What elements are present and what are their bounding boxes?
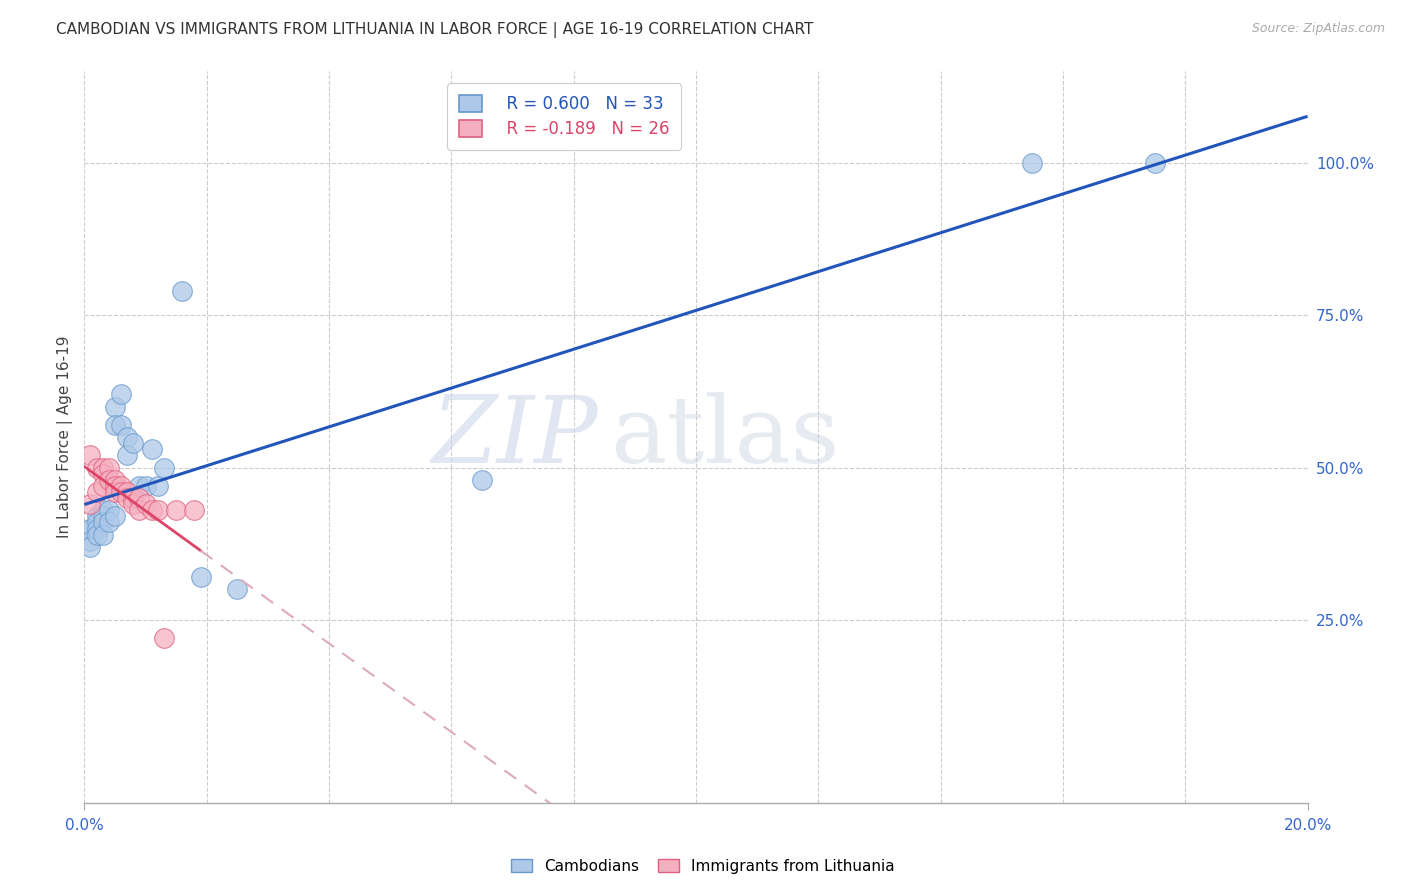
Legend:   R = 0.600   N = 33,   R = -0.189   N = 26: R = 0.600 N = 33, R = -0.189 N = 26 [447, 83, 681, 150]
Point [1021, 155, 1043, 169]
Point [110, 485, 132, 500]
Point [91, 503, 114, 517]
Point [141, 442, 163, 457]
Point [86, 460, 108, 475]
Point [110, 479, 132, 493]
Point [128, 503, 150, 517]
Point [79, 497, 101, 511]
Point [172, 284, 194, 298]
Point [190, 570, 212, 584]
Point [146, 503, 169, 517]
Point [183, 503, 205, 517]
Point [115, 448, 138, 462]
Point [128, 479, 150, 493]
Point [153, 460, 176, 475]
Text: Source: ZipAtlas.com: Source: ZipAtlas.com [1251, 22, 1385, 36]
Point [91, 479, 114, 493]
Point [104, 509, 127, 524]
Point [165, 503, 187, 517]
Point [86, 527, 108, 541]
Point [471, 473, 494, 487]
Point [135, 479, 157, 493]
Point [104, 485, 127, 500]
Point [97, 503, 120, 517]
Point [79, 521, 101, 535]
Point [91, 509, 114, 524]
Point [128, 491, 150, 505]
Point [104, 473, 127, 487]
Point [97, 460, 120, 475]
Point [86, 509, 108, 524]
Point [86, 521, 108, 535]
Point [122, 491, 145, 505]
Point [141, 503, 163, 517]
Point [115, 491, 138, 505]
Point [86, 516, 108, 530]
Legend: Cambodians, Immigrants from Lithuania: Cambodians, Immigrants from Lithuania [505, 853, 901, 880]
Text: CAMBODIAN VS IMMIGRANTS FROM LITHUANIA IN LABOR FORCE | AGE 16-19 CORRELATION CH: CAMBODIAN VS IMMIGRANTS FROM LITHUANIA I… [56, 22, 814, 38]
Point [79, 533, 101, 548]
Point [226, 582, 249, 597]
Point [86, 485, 108, 500]
Text: atlas: atlas [610, 392, 839, 482]
Point [135, 497, 157, 511]
Point [79, 540, 101, 554]
Point [79, 448, 101, 462]
Point [1143, 155, 1166, 169]
Point [97, 473, 120, 487]
Point [146, 479, 169, 493]
Point [91, 527, 114, 541]
Point [153, 632, 176, 646]
Point [115, 485, 138, 500]
Point [104, 400, 127, 414]
Point [122, 436, 145, 450]
Point [91, 467, 114, 481]
Point [110, 417, 132, 432]
Point [122, 497, 145, 511]
Point [115, 430, 138, 444]
Y-axis label: In Labor Force | Age 16-19: In Labor Force | Age 16-19 [58, 335, 73, 539]
Point [91, 460, 114, 475]
Point [110, 387, 132, 401]
Point [104, 479, 127, 493]
Text: ZIP: ZIP [432, 392, 598, 482]
Point [97, 516, 120, 530]
Point [79, 521, 101, 535]
Point [104, 417, 127, 432]
Point [91, 516, 114, 530]
